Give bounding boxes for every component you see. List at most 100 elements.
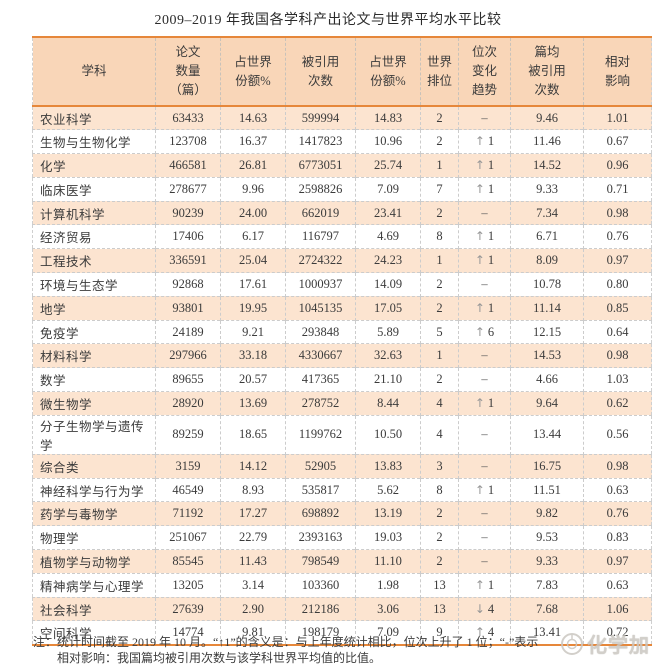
cell-subject: 综合类 bbox=[32, 453, 156, 479]
note-line-2: 相对影响：我国篇均被引用次数与该学科世界平均值的比值。 bbox=[57, 651, 382, 665]
cell-relative_impact: 0.63 bbox=[583, 572, 652, 598]
table-row: 化学 466581 26.81 6773051 25.74 1 ↑ 1 14.52 0.96 bbox=[32, 153, 652, 178]
cell-citations_per_paper: 8.09 bbox=[510, 248, 584, 273]
cell-world_rank: 4 bbox=[420, 414, 459, 455]
cell-citations: 278752 bbox=[285, 391, 356, 416]
table-row: 植物学与动物学 85545 11.43 798549 11.10 2 – 9.33 0.97 bbox=[32, 549, 652, 574]
cell-subject: 植物学与动物学 bbox=[32, 549, 156, 574]
cell-world_rank: 2 bbox=[420, 200, 459, 225]
cell-share_world_papers: 25.04 bbox=[220, 248, 286, 273]
trend-value: 1 bbox=[487, 229, 495, 244]
cell-subject: 空间科学 bbox=[32, 620, 156, 645]
column-header-papers: 论文 数量 （篇） bbox=[155, 37, 221, 107]
cell-world_rank: 13 bbox=[420, 596, 459, 621]
cell-trend: ↑ 1 bbox=[458, 391, 511, 416]
cell-citations_per_paper: 6.71 bbox=[510, 224, 584, 249]
cell-subject: 经济贸易 bbox=[32, 224, 156, 249]
cell-citations_per_paper: 7.68 bbox=[510, 596, 584, 621]
note-line-1: 注：统计时间截至 2019 年 10 月。“↑1”的含义是：与上年度统计相比，位… bbox=[33, 635, 539, 649]
cell-share_world_papers: 9.21 bbox=[220, 319, 286, 344]
cell-subject: 计算机科学 bbox=[32, 200, 156, 225]
cell-citations_per_paper: 14.53 bbox=[510, 343, 584, 368]
cell-papers: 89259 bbox=[155, 414, 221, 455]
cell-world_rank: 3 bbox=[420, 453, 459, 479]
cell-relative_impact: 0.97 bbox=[583, 549, 652, 574]
cell-citations: 2598826 bbox=[285, 176, 356, 202]
trend-no-change: – bbox=[481, 372, 488, 387]
cell-share_world_citations: 25.74 bbox=[355, 153, 421, 178]
cell-share_world_citations: 3.06 bbox=[355, 596, 421, 621]
cell-share_world_papers: 33.18 bbox=[220, 343, 286, 368]
cell-citations_per_paper: 9.53 bbox=[510, 525, 584, 550]
cell-relative_impact: 0.64 bbox=[583, 319, 652, 344]
trend-value: 1 bbox=[487, 395, 495, 410]
cell-citations: 1417823 bbox=[285, 129, 356, 154]
cell-world_rank: 7 bbox=[420, 176, 459, 202]
cell-trend: – bbox=[458, 525, 511, 550]
table-row: 免疫学 24189 9.21 293848 5.89 5 ↑ 6 12.15 0.64 bbox=[32, 319, 652, 344]
cell-share_world_citations: 23.41 bbox=[355, 200, 421, 225]
cell-share_world_papers: 18.65 bbox=[220, 414, 286, 455]
cell-world_rank: 9 bbox=[420, 620, 459, 645]
cell-subject: 分子生物学与遗传学 bbox=[32, 414, 156, 455]
cell-citations: 1045135 bbox=[285, 295, 356, 321]
cell-relative_impact: 0.80 bbox=[583, 272, 652, 297]
cell-share_world_papers: 2.90 bbox=[220, 596, 286, 621]
table-title: 2009–2019 年我国各学科产出论文与世界平均水平比较 bbox=[154, 13, 502, 28]
cell-world_rank: 13 bbox=[420, 572, 459, 598]
cell-trend: – bbox=[458, 549, 511, 574]
cell-subject: 免疫学 bbox=[32, 319, 156, 344]
trend-value: 1 bbox=[487, 157, 495, 172]
table-row: 经济贸易 17406 6.17 116797 4.69 8 ↑ 1 6.71 0.76 bbox=[32, 224, 652, 249]
cell-papers: 466581 bbox=[155, 153, 221, 178]
cell-trend: ↑ 1 bbox=[458, 153, 511, 178]
table-row: 临床医学 278677 9.96 2598826 7.09 7 ↑ 1 9.33 0.71 bbox=[32, 176, 652, 202]
cell-subject: 工程技术 bbox=[32, 248, 156, 273]
table-header: 学科 论文 数量 （篇） 占世界 份额% 被引用 次数 占世界 份额% 世界 排位 位次 变… bbox=[32, 37, 652, 107]
cell-trend: – bbox=[458, 106, 511, 130]
cell-share_world_papers: 24.00 bbox=[220, 200, 286, 225]
cell-share_world_citations: 13.83 bbox=[355, 453, 421, 479]
cell-trend: – bbox=[458, 367, 511, 392]
cell-relative_impact: 0.71 bbox=[583, 176, 652, 202]
cell-citations_per_paper: 9.46 bbox=[510, 106, 584, 130]
trend-up-icon: ↑ bbox=[474, 253, 485, 268]
cell-subject: 数学 bbox=[32, 367, 156, 392]
trend-no-change: – bbox=[481, 553, 488, 568]
trend-value: 4 bbox=[487, 601, 495, 616]
column-header-share_world_papers: 占世界 份额% bbox=[220, 37, 286, 107]
cell-citations: 4330667 bbox=[285, 343, 356, 368]
trend-value: 1 bbox=[487, 134, 495, 149]
cell-papers: 24189 bbox=[155, 319, 221, 344]
cell-relative_impact: 1.03 bbox=[583, 367, 652, 392]
cell-share_world_citations: 7.09 bbox=[355, 176, 421, 202]
table-row: 数学 89655 20.57 417365 21.10 2 – 4.66 1.03 bbox=[32, 367, 652, 392]
table-row: 社会科学 27639 2.90 212186 3.06 13 ↓ 4 7.68 1.06 bbox=[32, 596, 652, 621]
cell-papers: 336591 bbox=[155, 248, 221, 273]
cell-relative_impact: 0.63 bbox=[583, 477, 652, 502]
cell-relative_impact: 0.97 bbox=[583, 248, 652, 273]
cell-citations_per_paper: 9.33 bbox=[510, 549, 584, 574]
cell-citations_per_paper: 9.33 bbox=[510, 176, 584, 202]
cell-share_world_papers: 16.37 bbox=[220, 129, 286, 154]
cell-world_rank: 2 bbox=[420, 106, 459, 130]
cell-citations_per_paper: 7.34 bbox=[510, 200, 584, 225]
cell-relative_impact: 1.01 bbox=[583, 106, 652, 130]
column-header-citations: 被引用 次数 bbox=[285, 37, 356, 107]
cell-citations_per_paper: 14.52 bbox=[510, 153, 584, 178]
trend-value: 1 bbox=[487, 253, 495, 268]
cell-share_world_papers: 13.69 bbox=[220, 391, 286, 416]
cell-world_rank: 8 bbox=[420, 224, 459, 249]
header-row: 学科 论文 数量 （篇） 占世界 份额% 被引用 次数 占世界 份额% 世界 排位 位次 变… bbox=[32, 37, 652, 107]
cell-papers: 27639 bbox=[155, 596, 221, 621]
cell-subject: 社会科学 bbox=[32, 596, 156, 621]
trend-up-icon: ↑ bbox=[474, 229, 485, 244]
cell-papers: 28920 bbox=[155, 391, 221, 416]
trend-up-icon: ↑ bbox=[474, 300, 485, 315]
cell-citations: 535817 bbox=[285, 477, 356, 502]
cell-citations_per_paper: 7.83 bbox=[510, 572, 584, 598]
cell-share_world_citations: 14.09 bbox=[355, 272, 421, 297]
cell-citations_per_paper: 12.15 bbox=[510, 319, 584, 344]
cell-trend: ↑ 4 bbox=[458, 620, 511, 645]
cell-citations: 52905 bbox=[285, 453, 356, 479]
